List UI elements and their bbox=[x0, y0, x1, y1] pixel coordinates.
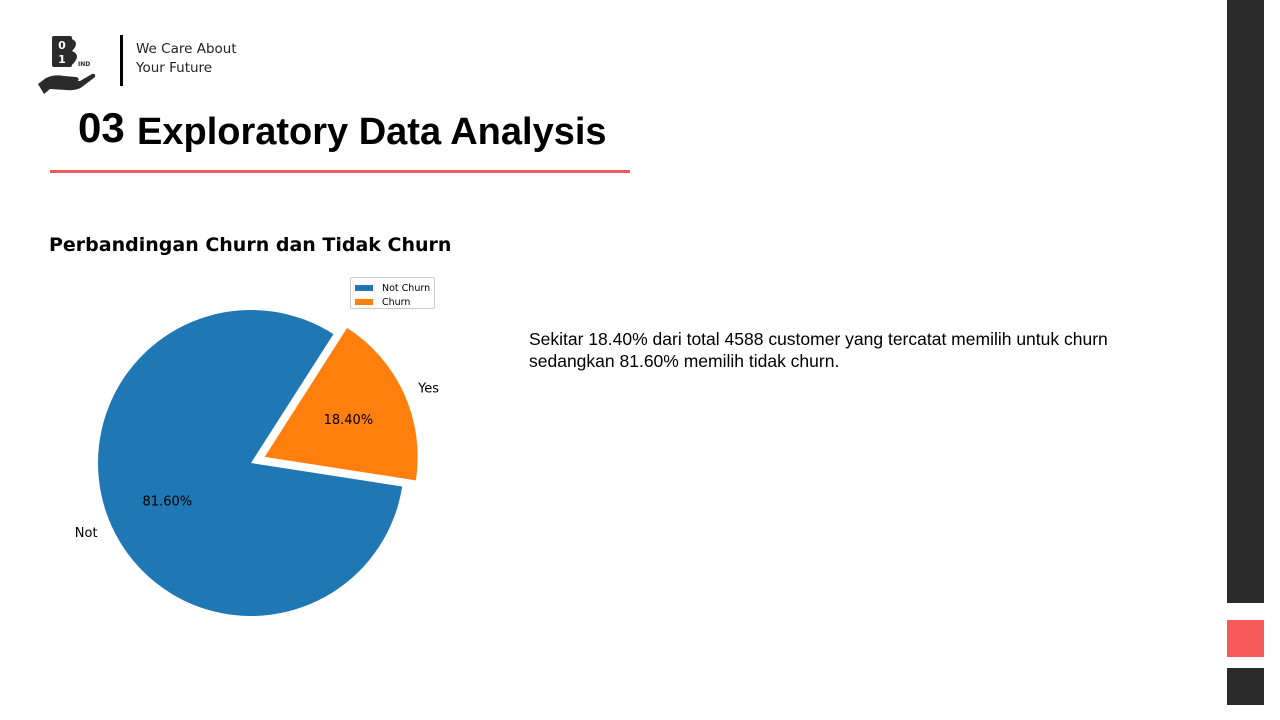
pie-chart: 81.60% Not 18.40% Yes bbox=[75, 310, 439, 616]
tagline-line-2: Your Future bbox=[136, 60, 213, 76]
legend-label-churn: Churn bbox=[382, 296, 411, 308]
side-bar-accent-square bbox=[1227, 620, 1264, 657]
pie-category-label-not: Not bbox=[75, 526, 98, 541]
side-bar-dark-top bbox=[1227, 0, 1264, 603]
legend-label-not-churn: Not Churn bbox=[382, 282, 431, 294]
legend-item-churn: Churn bbox=[355, 295, 434, 309]
tagline-divider bbox=[120, 35, 123, 86]
description-text: Sekitar 18.40% dari total 4588 customer … bbox=[529, 329, 1108, 371]
brand-tagline: We Care About Your Future bbox=[136, 40, 237, 78]
pie-slice-not bbox=[97, 310, 403, 616]
section-title: Exploratory Data Analysis bbox=[137, 111, 607, 153]
title-underline bbox=[50, 170, 630, 173]
legend-swatch-not-churn bbox=[355, 285, 373, 291]
side-bar-dark-bottom bbox=[1227, 668, 1264, 705]
tagline-line-1: We Care About bbox=[136, 41, 237, 57]
section-number: 03 bbox=[78, 104, 125, 151]
pie-category-label-yes: Yes bbox=[417, 382, 439, 397]
pie-pct-label-yes: 18.40% bbox=[324, 413, 374, 428]
pie-slice-yes bbox=[264, 327, 418, 481]
svg-text:1: 1 bbox=[58, 53, 66, 66]
chart-legend: Not Churn Churn bbox=[350, 277, 435, 309]
legend-item-not-churn: Not Churn bbox=[355, 281, 434, 295]
legend-swatch-churn bbox=[355, 299, 373, 305]
pie-pct-label-not: 81.60% bbox=[143, 495, 193, 510]
chart-title: Perbandingan Churn dan Tidak Churn bbox=[49, 234, 452, 256]
brand-logo-icon: 0 1 IND bbox=[38, 36, 96, 94]
svg-text:IND: IND bbox=[78, 61, 90, 68]
svg-text:0: 0 bbox=[58, 39, 66, 52]
